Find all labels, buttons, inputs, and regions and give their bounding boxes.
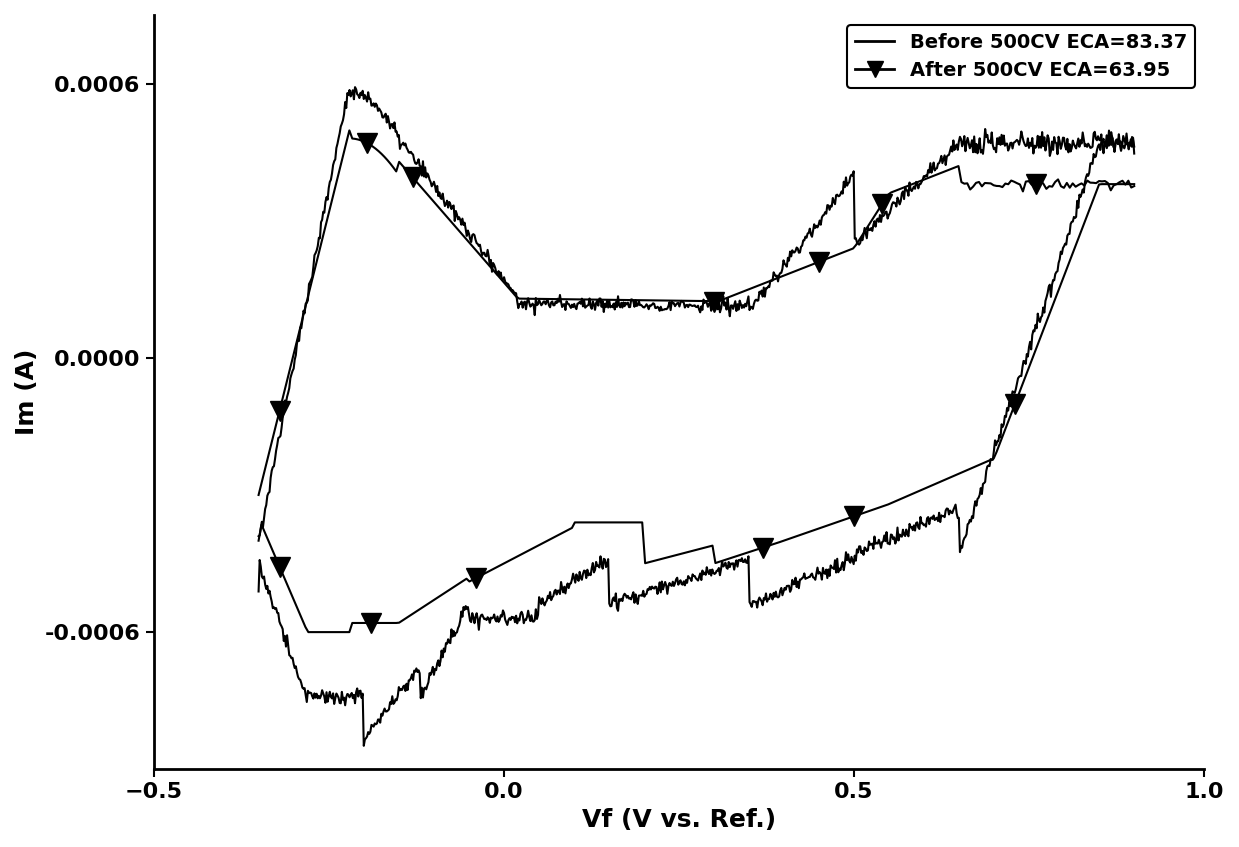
Y-axis label: Im (A): Im (A) bbox=[15, 349, 38, 435]
X-axis label: Vf (V vs. Ref.): Vf (V vs. Ref.) bbox=[582, 808, 776, 832]
Legend: Before 500CV ECA=83.37, After 500CV ECA=63.95: Before 500CV ECA=83.37, After 500CV ECA=… bbox=[847, 25, 1194, 88]
